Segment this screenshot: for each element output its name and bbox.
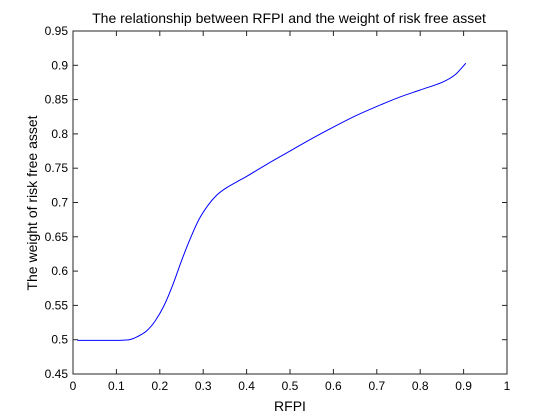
x-tick-label: 0.8 <box>412 379 429 393</box>
y-tick-label: 0.75 <box>45 161 69 175</box>
y-tick-label: 0.7 <box>51 196 68 210</box>
x-tick-label: 0.4 <box>238 379 255 393</box>
y-axis-label: The weight of risk free asset <box>24 115 40 290</box>
chart-title: The relationship between RFPI and the we… <box>92 10 486 26</box>
x-axis: 0 0.1 0.2 0.3 0.4 0.5 0.6 0.7 0.8 0.9 1 <box>70 31 511 393</box>
x-tick-label: 0.1 <box>108 379 125 393</box>
x-tick-label: 0.7 <box>368 379 385 393</box>
y-tick-label: 0.65 <box>45 230 69 244</box>
x-tick-label: 0.5 <box>282 379 299 393</box>
plot-area <box>72 30 508 375</box>
y-axis: 0.45 0.5 0.55 0.6 0.65 0.7 0.75 0.8 0.85 0.9 0.95 <box>45 24 507 381</box>
y-tick-label: 0.6 <box>51 264 68 278</box>
y-tick-label: 0.95 <box>45 24 69 38</box>
y-tick-label: 0.45 <box>45 367 69 381</box>
series-line <box>77 62 467 341</box>
y-tick-label: 0.9 <box>51 58 68 72</box>
y-tick-label: 0.55 <box>45 298 69 312</box>
x-axis-label: RFPI <box>274 398 306 414</box>
y-tick-label: 0.5 <box>51 333 68 347</box>
x-tick-label: 0.3 <box>195 379 212 393</box>
x-tick-label: 0.9 <box>455 379 472 393</box>
x-tick-label: 0.2 <box>151 379 168 393</box>
x-tick-label: 0.6 <box>325 379 342 393</box>
x-tick-label: 0 <box>70 379 77 393</box>
y-tick-label: 0.8 <box>51 127 68 141</box>
x-tick-label: 1 <box>504 379 511 393</box>
y-tick-label: 0.85 <box>45 93 69 107</box>
series-group <box>77 62 467 341</box>
